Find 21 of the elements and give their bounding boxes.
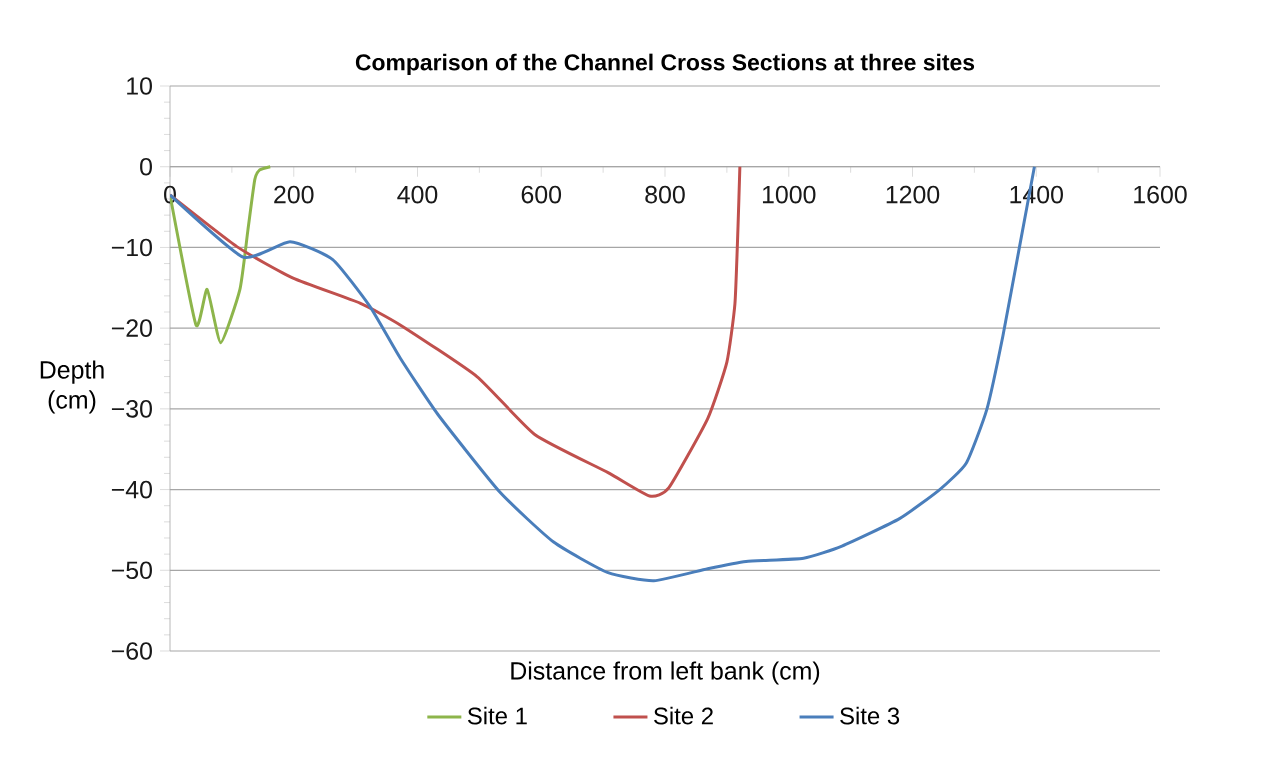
y-tick-label: −60: [111, 642, 152, 660]
x-tick-label: 400: [397, 185, 438, 204]
x-tick-label: 1600: [1134, 185, 1187, 204]
x-tick-label: 1200: [886, 185, 940, 204]
legend-label: Site 1: [467, 706, 527, 725]
legend-label: Site 2: [654, 706, 713, 725]
x-tick-label: 800: [645, 185, 685, 204]
chart-title: Comparison of the Channel Cross Sections at three sites: [355, 53, 975, 75]
x-tick-label: 200: [274, 185, 314, 204]
y-tick-label: −10: [111, 238, 152, 257]
legend-label: Site 3: [840, 706, 900, 725]
y-axis-title: Depth (cm): [40, 360, 104, 414]
y-tick-label: −40: [111, 480, 152, 499]
y-tick-label: 10: [127, 77, 152, 95]
x-tick-label: 600: [521, 185, 562, 204]
y-tick-label: −20: [111, 319, 152, 337]
x-tick-label: 1000: [762, 185, 816, 204]
y-tick-label: −50: [111, 561, 152, 580]
y-tick-label: 0: [140, 157, 152, 176]
x-axis-title: Distance from left bank (cm): [511, 661, 820, 685]
y-tick-label: −30: [111, 400, 152, 418]
